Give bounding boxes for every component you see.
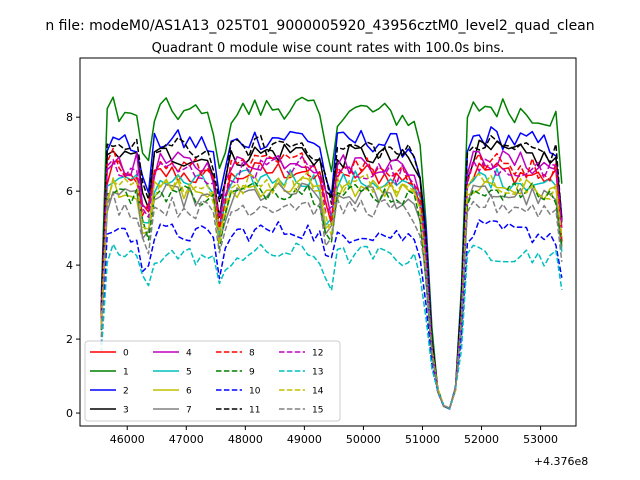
legend-label: 4 [186, 349, 192, 359]
series-line-9 [100, 181, 563, 409]
x-tick-label: 52000 [464, 433, 499, 446]
x-offset-text: +4.376e8 [534, 455, 588, 468]
legend-label: 7 [186, 406, 192, 416]
x-axis: 46000 47000 48000 49000 50000 51000 52000 53000 [110, 426, 558, 446]
legend-label: 1 [123, 368, 129, 378]
legend-label: 12 [312, 349, 323, 359]
legend-label: 10 [249, 387, 261, 397]
chart-title: Quadrant 0 module wise count rates with … [152, 41, 505, 56]
x-tick-label: 51000 [405, 433, 440, 446]
x-tick-label: 46000 [110, 433, 145, 446]
legend-label: 6 [186, 387, 192, 397]
chart-suptitle: n file: modeM0/AS1A13_025T01_9000005920_… [45, 18, 594, 34]
x-tick-label: 50000 [346, 433, 381, 446]
legend-label: 9 [249, 368, 255, 378]
y-tick-label: 4 [66, 259, 73, 272]
legend-label: 8 [249, 349, 255, 359]
y-tick-label: 2 [66, 333, 73, 346]
y-tick-label: 6 [66, 185, 73, 198]
series-line-7 [100, 182, 563, 410]
legend-box [84, 340, 341, 422]
legend-label: 15 [312, 406, 323, 416]
series-line-3 [100, 139, 563, 410]
legend-label: 3 [123, 406, 129, 416]
series-line-11 [100, 134, 563, 410]
plot-frame [79, 57, 577, 427]
y-tick-label: 8 [66, 111, 73, 124]
legend-label: 11 [249, 406, 260, 416]
x-tick-label: 53000 [523, 433, 558, 446]
series-layer [100, 96, 563, 410]
legend-label: 0 [123, 349, 129, 359]
legend-label: 5 [186, 368, 192, 378]
series-line-1 [100, 96, 563, 410]
y-axis: 0 2 4 6 8 [66, 111, 80, 420]
series-line-12 [100, 155, 563, 409]
series-line-13 [100, 242, 563, 410]
y-tick-label: 0 [66, 407, 73, 420]
x-tick-label: 49000 [287, 433, 322, 446]
series-line-10 [100, 219, 563, 410]
x-tick-label: 47000 [169, 433, 204, 446]
legend-label: 13 [312, 368, 323, 378]
series-line-15 [100, 192, 563, 409]
x-tick-label: 48000 [228, 433, 263, 446]
legend-label: 14 [312, 387, 324, 397]
legend-label: 2 [123, 387, 129, 397]
